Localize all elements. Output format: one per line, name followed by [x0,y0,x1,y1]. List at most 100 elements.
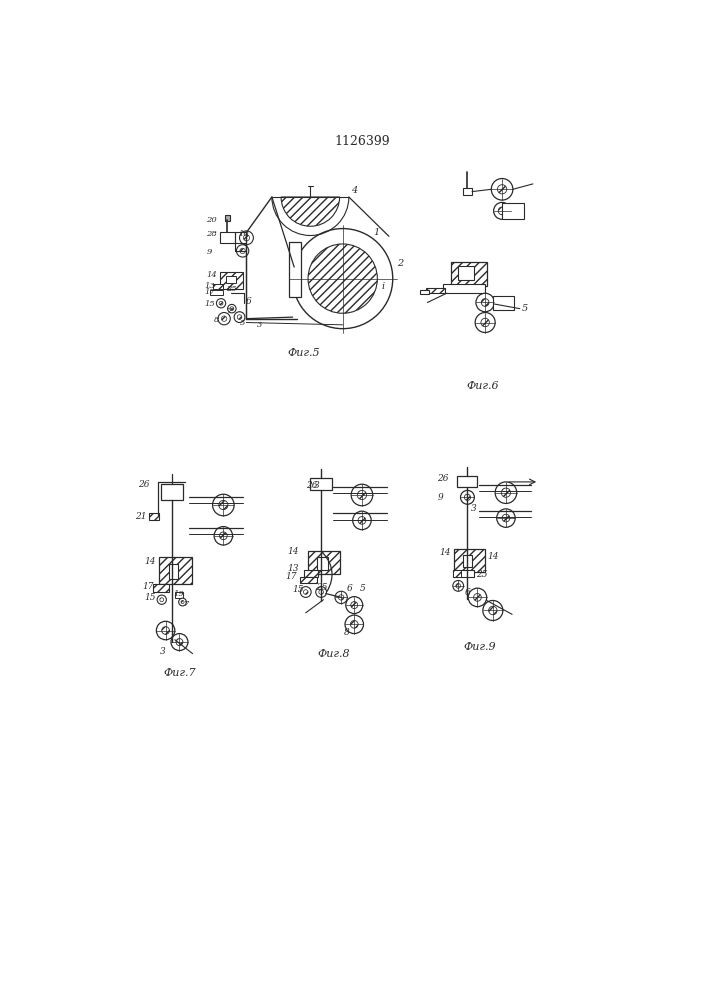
Circle shape [483,600,503,620]
Text: 6: 6 [246,297,252,306]
Circle shape [489,606,497,615]
Circle shape [351,484,373,506]
Bar [457,476,477,487]
Circle shape [156,621,175,640]
Bar [169,564,178,579]
Text: 5: 5 [360,584,366,593]
Circle shape [238,315,242,319]
Circle shape [498,185,507,194]
Text: 1: 1 [373,228,380,237]
Circle shape [218,312,230,325]
Text: 4: 4 [351,186,358,195]
Text: 14: 14 [206,271,217,279]
Text: 9: 9 [438,493,444,502]
Bar [502,203,524,219]
Circle shape [476,293,494,312]
Text: 15: 15 [293,585,304,594]
Circle shape [502,514,510,522]
Bar [225,215,230,221]
Circle shape [160,598,164,602]
Circle shape [460,490,474,504]
Circle shape [293,229,393,329]
Text: 25: 25 [476,570,487,579]
Text: 2: 2 [397,259,403,268]
Circle shape [351,620,358,628]
Bar [219,272,243,289]
Text: 3: 3 [471,504,477,513]
Circle shape [335,591,347,604]
Circle shape [234,312,245,323]
Circle shape [346,597,363,614]
Circle shape [218,500,228,510]
Circle shape [491,179,513,200]
Text: 5: 5 [521,304,527,313]
Text: Фиг.5: Фиг.5 [288,348,320,358]
Circle shape [228,304,236,313]
Text: 6: 6 [346,584,352,593]
Text: 3: 3 [313,481,319,490]
Circle shape [452,580,464,591]
Circle shape [157,595,166,604]
Text: 19: 19 [173,590,184,598]
Text: 10: 10 [238,230,249,238]
Bar [463,188,472,195]
Text: 5: 5 [240,319,245,327]
Circle shape [243,235,250,241]
Bar [450,262,487,286]
Circle shape [240,231,253,245]
Text: 3: 3 [257,321,262,329]
Bar [219,232,235,243]
Circle shape [495,482,517,503]
Bar [317,557,328,570]
Text: 21: 21 [135,512,146,521]
Bar [420,290,429,294]
Text: 15: 15 [144,593,156,602]
Text: 26: 26 [305,481,317,490]
Bar [226,276,236,283]
Text: Фиг.8: Фиг.8 [317,649,350,659]
Circle shape [501,488,510,497]
Circle shape [162,627,170,634]
Circle shape [357,490,366,500]
Circle shape [358,517,366,524]
Text: 26: 26 [138,480,149,489]
Bar [214,284,223,289]
Text: 25: 25 [226,285,236,293]
Circle shape [216,299,226,308]
Text: 14: 14 [287,547,299,556]
Bar [148,513,160,520]
Text: 15: 15 [205,300,216,308]
Text: 6: 6 [465,588,471,597]
Circle shape [308,244,378,313]
Bar [308,551,340,574]
Circle shape [303,590,308,594]
Circle shape [464,494,471,500]
Circle shape [300,587,311,597]
Bar [161,484,182,500]
Bar [443,284,485,293]
Text: 3: 3 [160,647,165,656]
Text: 20: 20 [206,216,217,224]
Text: 28: 28 [206,230,217,238]
Bar [288,242,301,297]
Bar [463,555,472,567]
Bar [455,549,485,572]
Text: 8: 8 [344,628,350,637]
Circle shape [221,316,227,321]
Circle shape [319,590,324,594]
Text: 9: 9 [206,248,212,256]
Circle shape [181,600,184,604]
Text: Фиг.6: Фиг.6 [467,381,499,391]
Text: 26: 26 [437,474,448,483]
Text: Фиг.9: Фиг.9 [464,642,496,652]
Bar [153,584,169,592]
Circle shape [474,594,481,601]
Circle shape [456,584,460,588]
Circle shape [353,511,371,530]
Bar [300,577,317,583]
Text: 7: 7 [184,600,189,608]
Circle shape [176,639,183,646]
Text: 13: 13 [205,282,216,290]
Text: Фиг.7: Фиг.7 [163,668,196,678]
Text: i: i [381,282,385,291]
